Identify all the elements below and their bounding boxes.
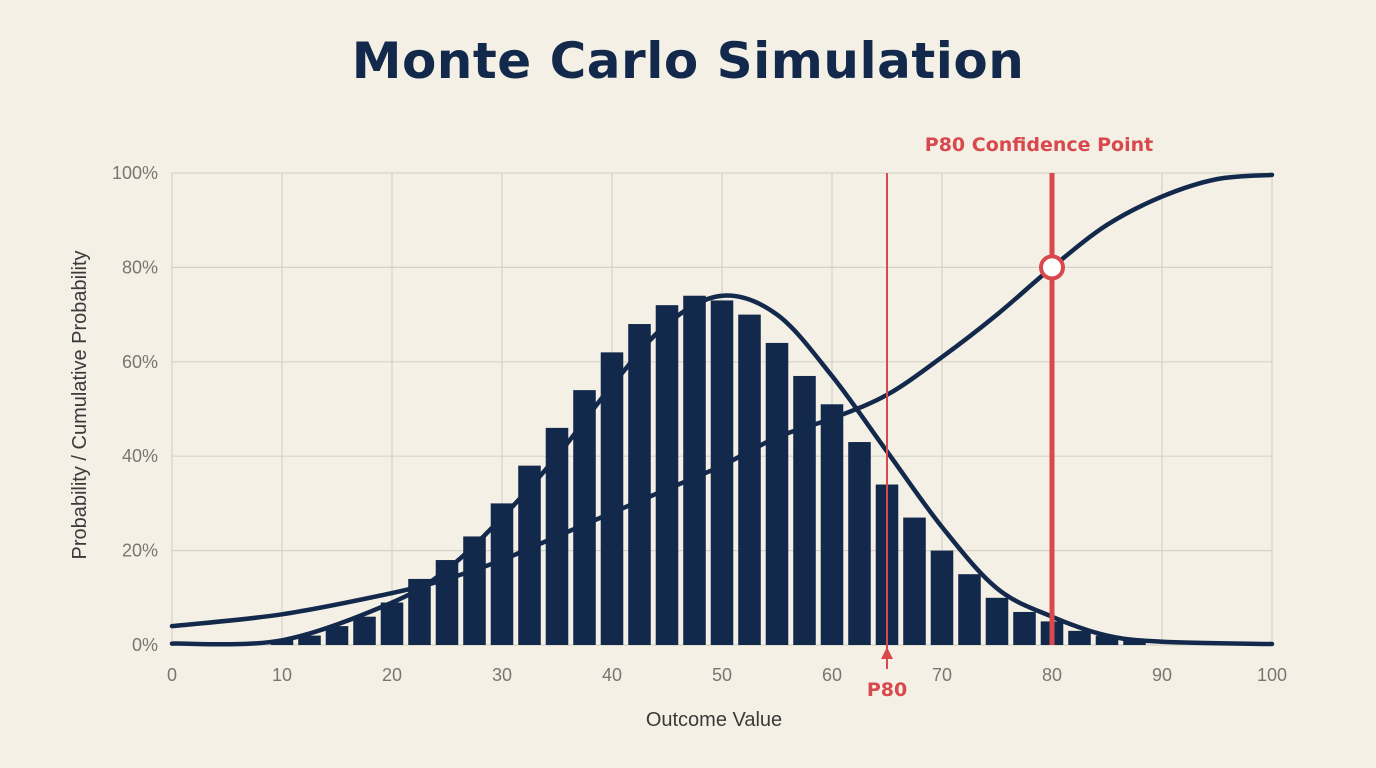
x-axis-ticks: 0 10 20 30 40 50 60 70 80 90 100 xyxy=(167,665,1287,685)
y-axis-label: Probability / Cumulative Probability xyxy=(69,250,91,559)
histogram-bar xyxy=(270,640,294,645)
x-tick-label: 20 xyxy=(382,665,402,685)
histogram-bar xyxy=(848,442,871,645)
y-tick-label: 40% xyxy=(122,446,158,466)
p80-arrow-head xyxy=(881,647,893,659)
histogram-bar xyxy=(353,616,376,645)
confidence-point-marker xyxy=(1039,254,1065,281)
histogram-bar xyxy=(490,503,514,645)
histogram-bar xyxy=(628,324,651,645)
histogram-bar xyxy=(1068,630,1091,645)
x-tick-label: 60 xyxy=(822,665,842,685)
histogram-bar xyxy=(518,465,541,645)
histogram-bars xyxy=(270,295,1146,645)
y-axis-ticks: 0% 20% 40% 60% 80% 100% xyxy=(112,163,158,655)
y-tick-label: 100% xyxy=(112,163,158,183)
x-tick-label: 50 xyxy=(712,665,732,685)
x-tick-label: 80 xyxy=(1042,665,1062,685)
histogram-bar xyxy=(985,597,1009,645)
histogram-bar xyxy=(820,404,844,645)
y-tick-label: 0% xyxy=(132,635,158,655)
cumulative-curve xyxy=(169,172,1275,629)
histogram-bar xyxy=(573,390,596,645)
annotations: P80 P80 Confidence Point xyxy=(867,134,1153,701)
histogram-bar xyxy=(1095,635,1119,645)
histogram-bar xyxy=(710,300,734,645)
histogram-bar xyxy=(765,342,789,645)
x-tick-label: 0 xyxy=(167,665,177,685)
histogram-bar xyxy=(325,626,349,645)
histogram-bar xyxy=(738,314,761,645)
histogram-bar xyxy=(903,517,926,645)
x-tick-label: 40 xyxy=(602,665,622,685)
confidence-point-label: P80 Confidence Point xyxy=(925,134,1153,156)
histogram-bar xyxy=(408,578,431,645)
x-tick-label: 90 xyxy=(1152,665,1172,685)
histogram-bar xyxy=(655,305,679,645)
chart-title: Monte Carlo Simulation xyxy=(351,32,1025,90)
histogram-bar xyxy=(298,635,321,645)
x-tick-label: 10 xyxy=(272,665,292,685)
y-tick-label: 20% xyxy=(122,541,158,561)
y-tick-label: 60% xyxy=(122,352,158,372)
histogram-bar xyxy=(958,574,981,645)
histogram-bar xyxy=(1123,640,1146,645)
y-tick-label: 80% xyxy=(122,257,158,277)
histogram-bar xyxy=(463,536,486,645)
x-tick-label: 100 xyxy=(1257,665,1287,685)
histogram-bar xyxy=(380,602,404,645)
p80-label: P80 xyxy=(867,679,907,701)
x-axis-label: Outcome Value xyxy=(646,709,782,731)
x-tick-label: 30 xyxy=(492,665,512,685)
histogram-bar xyxy=(930,550,954,645)
histogram-bar xyxy=(1013,611,1036,645)
x-tick-label: 70 xyxy=(932,665,952,685)
histogram-bar xyxy=(600,352,624,645)
histogram-bar xyxy=(793,375,816,645)
histogram-bar xyxy=(683,295,706,645)
